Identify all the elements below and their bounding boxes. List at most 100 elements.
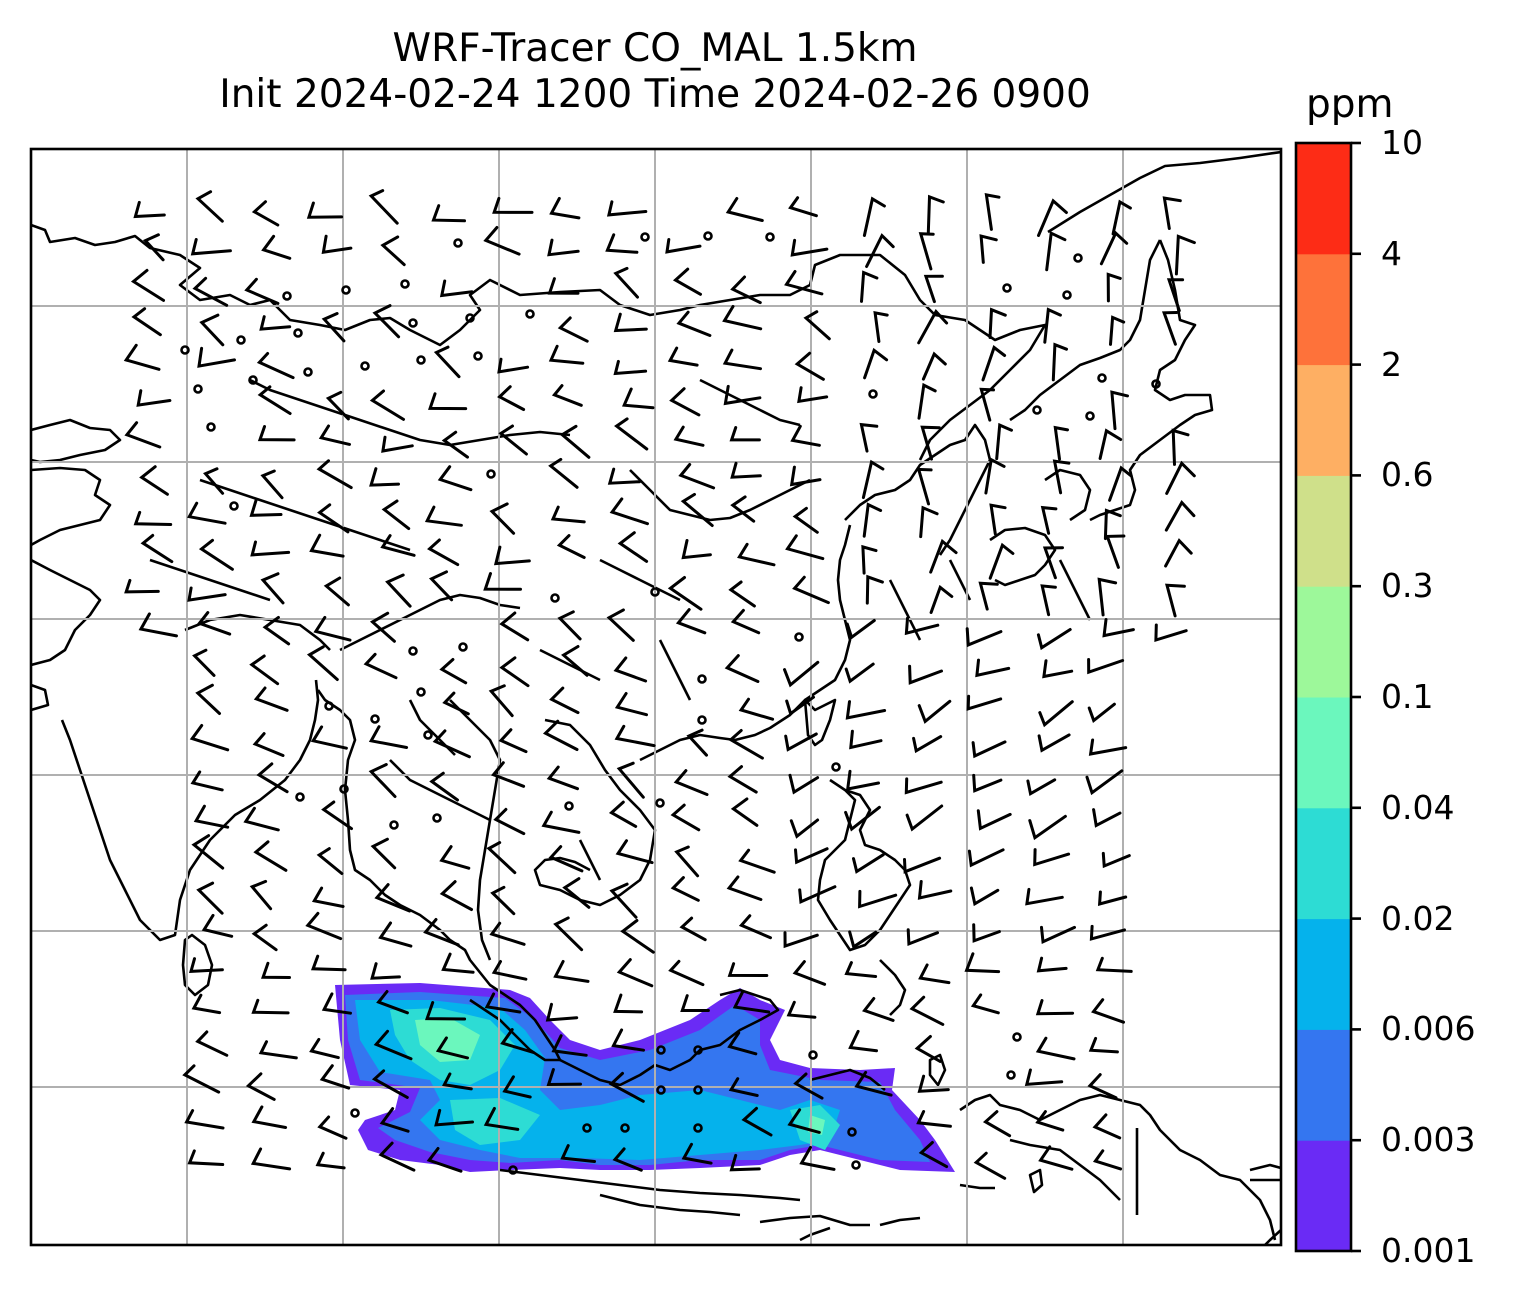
wind-barb xyxy=(614,417,649,451)
title-line-1: WRF-Tracer CO_MAL 1.5km xyxy=(392,26,918,71)
calm-wind-marker xyxy=(339,784,349,794)
wind-barb xyxy=(616,761,645,799)
wind-barb xyxy=(668,959,705,987)
wind-barb xyxy=(1040,584,1057,617)
wind-barb xyxy=(373,1029,413,1061)
calm-wind-marker xyxy=(453,238,463,248)
wind-barb xyxy=(904,616,940,636)
wind-barb xyxy=(859,422,879,453)
wind-barb xyxy=(553,960,590,983)
wind-barb xyxy=(917,880,953,900)
colorbar-tick-label: 0.02 xyxy=(1381,898,1455,938)
wind-barb xyxy=(967,848,1005,868)
map-content xyxy=(31,149,1281,1245)
colorbar-segment xyxy=(1296,253,1351,366)
wind-barb xyxy=(1037,733,1071,753)
wind-barb xyxy=(1171,428,1190,466)
calm-wind-marker xyxy=(1073,253,1083,263)
wind-barb xyxy=(613,993,644,1014)
wind-barb xyxy=(423,918,460,947)
wind-barb xyxy=(306,201,344,219)
wind-barb xyxy=(865,233,895,268)
wind-barb xyxy=(1088,1036,1119,1054)
wind-barb xyxy=(490,885,516,916)
colorbar-segment xyxy=(1296,918,1351,1030)
wind-barb xyxy=(727,765,758,794)
wind-barb xyxy=(669,387,701,417)
colorbar-frame xyxy=(1294,141,1353,1253)
wind-barb xyxy=(251,1105,288,1129)
wind-barb xyxy=(617,531,649,563)
wind-barb xyxy=(917,699,952,724)
calm-wind-marker xyxy=(640,232,650,242)
wind-barb xyxy=(310,954,347,972)
wind-barb xyxy=(989,503,1007,536)
calm-wind-marker xyxy=(295,792,305,802)
wind-barb xyxy=(1087,702,1116,723)
wind-barb xyxy=(919,505,939,539)
wind-barb xyxy=(1051,342,1068,382)
calm-wind-marker xyxy=(693,1123,703,1133)
wind-barb xyxy=(1111,199,1132,236)
wind-barb xyxy=(197,346,236,368)
wind-barb xyxy=(1165,583,1186,618)
wind-barb xyxy=(199,313,225,347)
wind-barb xyxy=(860,270,879,303)
calm-wind-marker xyxy=(180,345,190,355)
colorbar-segment xyxy=(1296,697,1351,809)
wind-barb xyxy=(551,1034,588,1057)
wind-barb xyxy=(306,645,339,681)
calm-wind-marker xyxy=(1032,405,1042,415)
wind-barb xyxy=(380,235,406,267)
wind-barb xyxy=(372,304,401,339)
calm-wind-marker xyxy=(525,309,535,319)
wind-barb xyxy=(325,390,350,421)
wind-barb xyxy=(497,357,530,374)
wind-barb xyxy=(318,424,351,446)
wind-barb xyxy=(1052,459,1071,495)
wind-barb xyxy=(667,576,703,611)
wind-barb xyxy=(257,385,292,415)
wind-barb xyxy=(195,683,221,715)
wind-barb xyxy=(728,1077,759,1097)
wind-barb xyxy=(313,615,352,642)
wind-barb xyxy=(1036,628,1072,651)
wind-barb xyxy=(432,729,471,759)
wind-barb xyxy=(556,534,586,559)
wind-barb xyxy=(439,845,471,870)
wind-barb xyxy=(667,346,699,367)
wind-barb xyxy=(679,916,707,942)
wind-barb xyxy=(1154,623,1188,643)
wind-barb xyxy=(916,467,933,506)
calm-wind-marker xyxy=(458,642,468,652)
calm-wind-marker xyxy=(206,422,216,432)
wind-barb xyxy=(1043,307,1062,344)
wind-barb xyxy=(369,611,396,643)
colorbar-tick-label: 2 xyxy=(1381,344,1402,384)
wind-barb xyxy=(557,610,582,641)
wind-barb xyxy=(186,501,227,525)
wind-barb xyxy=(674,845,700,878)
wind-barb xyxy=(614,724,656,748)
wind-barb xyxy=(497,385,526,411)
wind-barb xyxy=(792,506,819,534)
wind-barb xyxy=(620,919,655,954)
wind-barb xyxy=(433,345,461,379)
wind-barb xyxy=(976,809,1012,831)
wind-barb xyxy=(550,505,586,524)
wind-barb xyxy=(542,719,579,751)
colorbar-tick-label: 4 xyxy=(1381,233,1402,273)
wind-barb xyxy=(380,534,416,557)
wind-barb xyxy=(491,761,526,788)
wind-barb xyxy=(982,1110,1012,1138)
wind-barb xyxy=(1174,234,1196,276)
wind-barb xyxy=(921,351,947,381)
calm-wind-marker xyxy=(765,232,775,242)
wind-barb xyxy=(491,960,528,981)
calm-wind-marker xyxy=(1006,1070,1016,1080)
wind-barb xyxy=(621,387,655,410)
wind-barb xyxy=(251,923,278,952)
calm-wind-marker xyxy=(831,762,841,772)
wind-barb xyxy=(680,492,714,527)
wind-barb xyxy=(728,729,764,760)
